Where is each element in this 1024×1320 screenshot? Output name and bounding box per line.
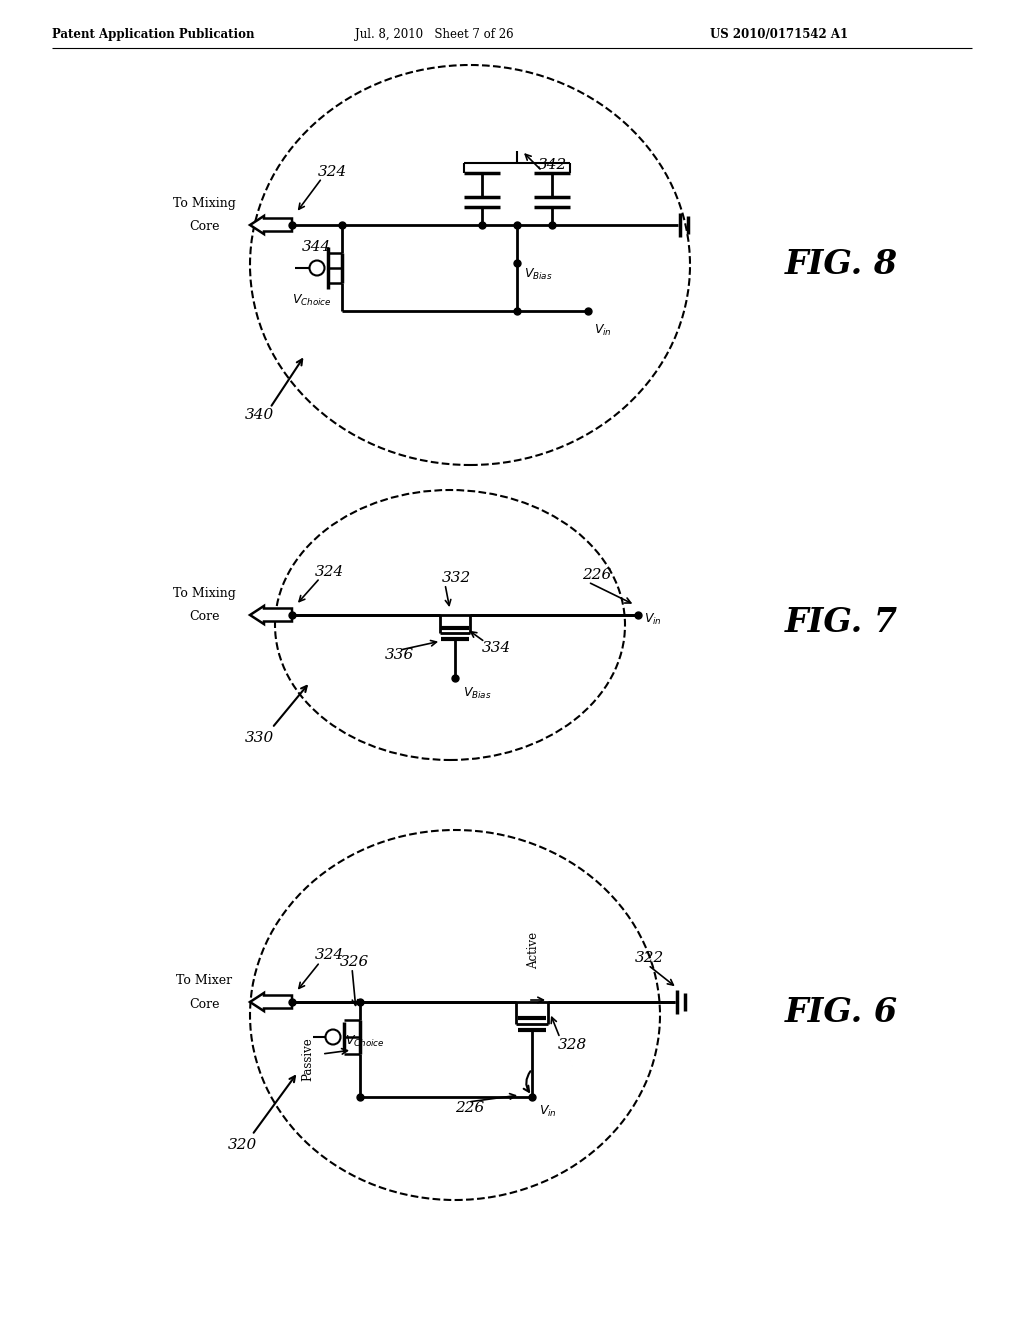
Text: 226: 226 (582, 568, 611, 582)
Text: $\mathit{V_{in}}$: $\mathit{V_{in}}$ (644, 612, 662, 627)
Text: 330: 330 (245, 731, 274, 744)
Text: To Mixing: To Mixing (173, 197, 236, 210)
Text: 226: 226 (455, 1101, 484, 1115)
Text: Active: Active (527, 932, 541, 969)
Text: 322: 322 (635, 950, 665, 965)
Text: Core: Core (188, 610, 219, 623)
Text: 342: 342 (538, 158, 567, 172)
Text: Core: Core (188, 998, 219, 1011)
Text: US 2010/0171542 A1: US 2010/0171542 A1 (710, 28, 848, 41)
Text: 320: 320 (228, 1138, 257, 1152)
Text: Jul. 8, 2010   Sheet 7 of 26: Jul. 8, 2010 Sheet 7 of 26 (355, 28, 514, 41)
FancyArrow shape (250, 216, 292, 234)
Text: $\mathit{V_{in}}$: $\mathit{V_{in}}$ (594, 323, 612, 338)
Text: 344: 344 (302, 240, 331, 253)
Text: $\mathit{V_{Bias}}$: $\mathit{V_{Bias}}$ (524, 267, 553, 282)
Text: 334: 334 (482, 642, 511, 655)
Text: $\mathit{V_{in}}$: $\mathit{V_{in}}$ (539, 1104, 557, 1119)
Text: 324: 324 (318, 165, 347, 180)
Text: $\mathit{V_{Bias}}$: $\mathit{V_{Bias}}$ (463, 686, 492, 701)
Text: Patent Application Publication: Patent Application Publication (52, 28, 255, 41)
Text: FIG. 6: FIG. 6 (785, 995, 898, 1028)
Text: 324: 324 (315, 948, 344, 962)
Text: To Mixer: To Mixer (176, 973, 232, 986)
FancyArrow shape (250, 993, 292, 1011)
FancyArrow shape (250, 606, 292, 624)
Text: 332: 332 (442, 572, 471, 585)
Text: FIG. 8: FIG. 8 (785, 248, 898, 281)
Text: 336: 336 (385, 648, 415, 663)
Text: 328: 328 (558, 1038, 587, 1052)
Text: To Mixing: To Mixing (173, 586, 236, 599)
Text: Passive: Passive (301, 1038, 314, 1081)
Text: $\mathit{V_{Choice}}$: $\mathit{V_{Choice}}$ (292, 293, 332, 308)
Text: Core: Core (188, 220, 219, 234)
Text: $\mathit{V_{Choice}}$: $\mathit{V_{Choice}}$ (345, 1034, 385, 1048)
Text: 340: 340 (245, 408, 274, 422)
Text: 324: 324 (315, 565, 344, 579)
Text: 326: 326 (340, 954, 370, 969)
Text: FIG. 7: FIG. 7 (785, 606, 898, 639)
